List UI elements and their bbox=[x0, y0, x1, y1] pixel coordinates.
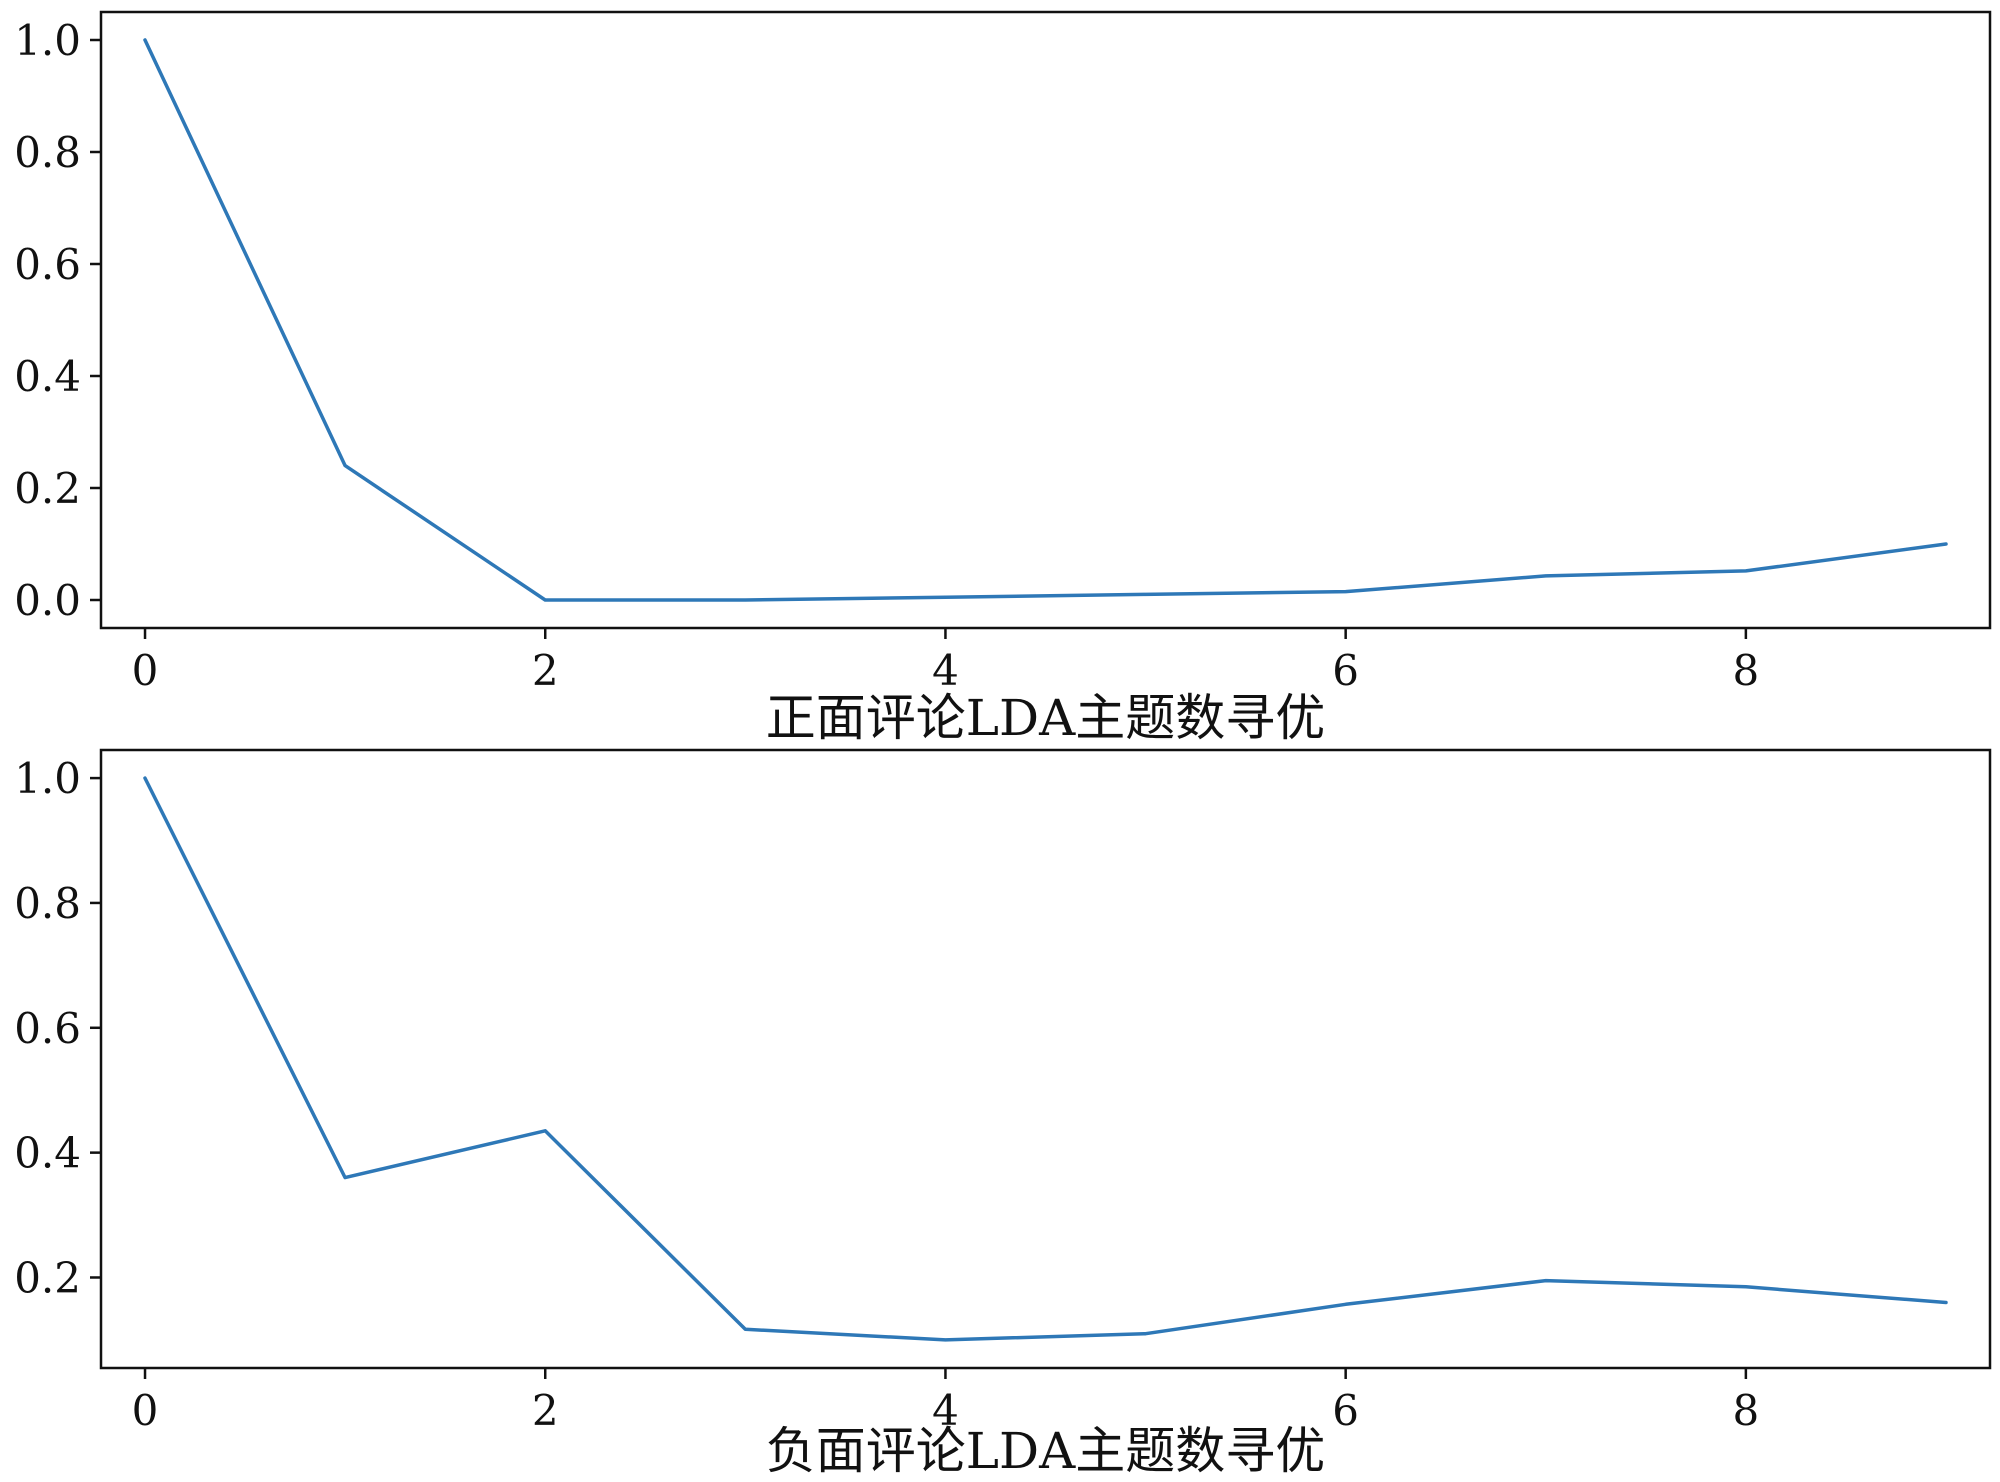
y-tick-label: 0.8 bbox=[14, 128, 81, 177]
y-tick-label: 0.2 bbox=[14, 1253, 81, 1302]
series-line bbox=[143, 776, 1948, 1342]
x-tick-label: 4 bbox=[932, 1386, 959, 1435]
y-tick-label: 0.0 bbox=[14, 576, 81, 625]
x-tick-label: 6 bbox=[1332, 646, 1359, 695]
x-tick-label: 8 bbox=[1733, 1386, 1760, 1435]
y-tick-label: 0.6 bbox=[14, 1004, 81, 1053]
x-tick-label: 2 bbox=[532, 1386, 559, 1435]
y-tick-label: 0.4 bbox=[14, 1129, 81, 1178]
y-tick-label: 1.0 bbox=[14, 16, 81, 65]
y-tick-label: 0.6 bbox=[14, 240, 81, 289]
plot-frame bbox=[99, 10, 1992, 630]
y-tick-label: 0.2 bbox=[14, 464, 81, 513]
x-tick-label: 8 bbox=[1733, 646, 1760, 695]
y-tick-label: 0.4 bbox=[14, 352, 81, 401]
x-tick-label: 0 bbox=[132, 646, 159, 695]
plot-frame bbox=[99, 748, 1992, 1370]
x-tick-label: 6 bbox=[1332, 1386, 1359, 1435]
x-axis-label: 负面评论LDA主题数寻优 bbox=[766, 1422, 1325, 1478]
series-line bbox=[143, 38, 1948, 602]
y-tick-label: 1.0 bbox=[14, 754, 81, 803]
x-tick-label: 2 bbox=[532, 646, 559, 695]
x-axis-label: 正面评论LDA主题数寻优 bbox=[766, 689, 1325, 747]
x-tick-label: 4 bbox=[932, 646, 959, 695]
x-tick-label: 0 bbox=[132, 1386, 159, 1435]
y-tick-label: 0.8 bbox=[14, 879, 81, 928]
